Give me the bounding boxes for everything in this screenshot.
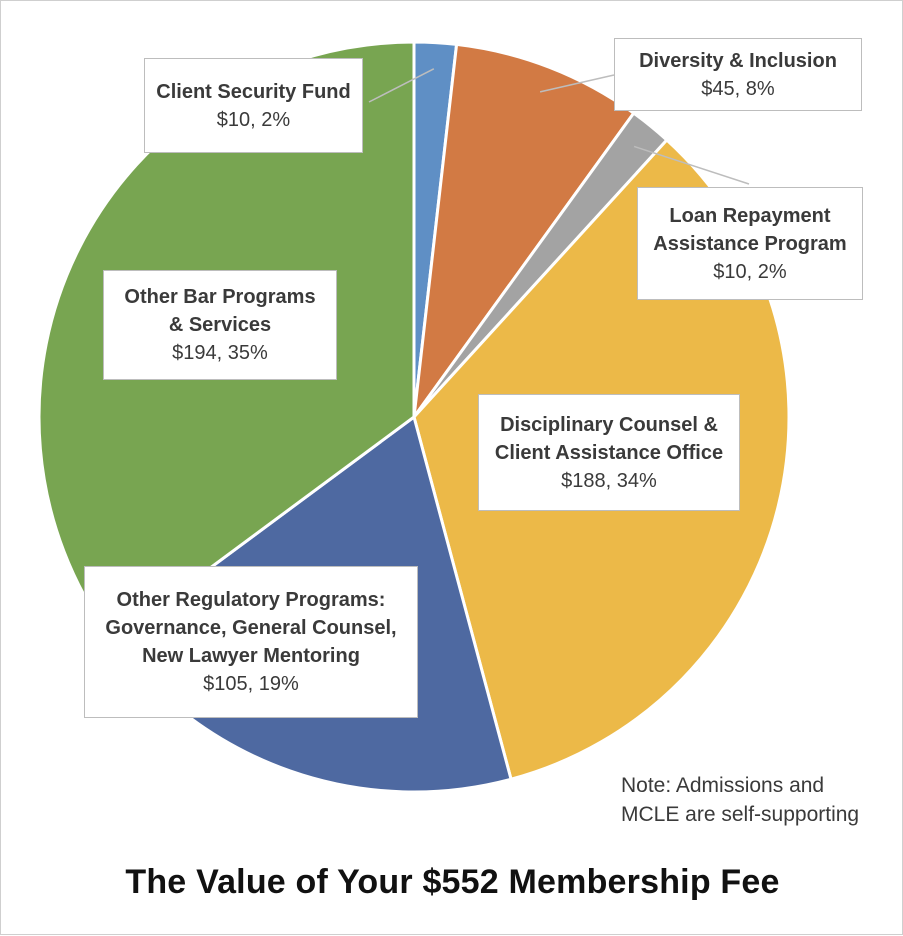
slice-label-value: $45, 8%: [701, 77, 775, 100]
leader-line: [633, 145, 750, 185]
chart-title: The Value of Your $552 Membership Fee: [125, 863, 780, 901]
slice-label-diversity-inclusion: Diversity & Inclusion $45, 8%: [614, 38, 862, 111]
slice-label-name: Diversity & Inclusion: [639, 49, 837, 72]
chart-note: Note: Admissions and MCLE are self-suppo…: [621, 771, 891, 829]
slice-label-name: Disciplinary Counsel & Client Assistance…: [494, 413, 724, 464]
slice-label-client-security-fund: Client Security Fund $10, 2%: [144, 58, 363, 153]
slice-label-name: Loan Repayment Assistance Program: [653, 204, 847, 255]
slice-label-value: $10, 2%: [713, 260, 787, 283]
slice-label-value: $188, 34%: [561, 469, 657, 492]
chart-note-line: MCLE are self-supporting: [621, 803, 860, 826]
slice-label-other-bar-programs: Other Bar Programs & Services $194, 35%: [103, 270, 337, 380]
chart-note-line: Note: Admissions and: [621, 774, 825, 797]
slice-label-value: $194, 35%: [172, 342, 268, 364]
slice-label-name: Client Security Fund: [156, 80, 351, 103]
slice-label-other-regulatory: Other Regulatory Programs: Governance, G…: [84, 566, 418, 718]
leader-line: [539, 74, 615, 93]
leader-line: [368, 68, 435, 103]
slice-label-loan-repayment: Loan Repayment Assistance Program $10, 2…: [637, 187, 863, 300]
slice-label-value: $10, 2%: [216, 108, 291, 131]
slice-label-disciplinary-counsel: Disciplinary Counsel & Client Assistance…: [478, 394, 740, 511]
slice-label-value: $105, 19%: [203, 673, 299, 695]
slice-label-name: Other Bar Programs & Services: [124, 286, 316, 336]
slice-label-name: Other Regulatory Programs: Governance, G…: [105, 589, 397, 667]
